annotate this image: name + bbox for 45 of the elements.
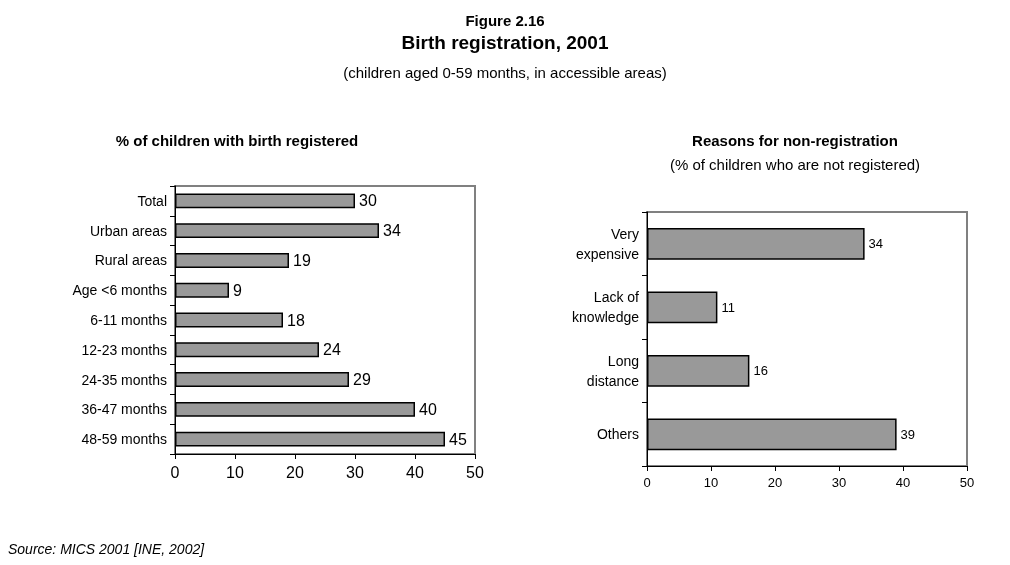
caption: Figure 2.16 bbox=[465, 12, 545, 29]
x-tick-label: 50 bbox=[959, 475, 975, 490]
y-tick-label: Lack of knowledge bbox=[572, 289, 640, 326]
y-tick-label: 36-47 months bbox=[81, 401, 167, 418]
data-label: 19 bbox=[293, 251, 311, 269]
x-tick-label: 30 bbox=[346, 463, 364, 481]
y-tick-label: 48-59 months bbox=[81, 431, 167, 448]
data-label: 16 bbox=[753, 363, 768, 379]
y-tick-label: Age <6 months bbox=[72, 282, 167, 299]
data-label: 40 bbox=[419, 400, 437, 418]
x-tick-label: 40 bbox=[406, 463, 424, 481]
y-tick-label: Urban areas bbox=[89, 222, 167, 239]
text: Birth registration, 2001 bbox=[401, 32, 609, 53]
y-tick-label: Long distance bbox=[586, 352, 640, 389]
data-label: 30 bbox=[359, 192, 377, 210]
y-tick-label: Others bbox=[596, 426, 639, 443]
data-label: 11 bbox=[721, 299, 735, 315]
x-tick-label: 40 bbox=[895, 475, 911, 490]
y-tick-label: 24-35 months bbox=[81, 371, 167, 388]
x-tick-label: 0 bbox=[170, 463, 180, 481]
data-label: 29 bbox=[353, 371, 371, 389]
data-label: 34 bbox=[868, 236, 884, 252]
data-label: 39 bbox=[900, 426, 916, 442]
source-note: Source: MICS 2001 [INE, 2002] bbox=[8, 541, 206, 557]
data-label: 9 bbox=[233, 281, 242, 299]
data-label: 18 bbox=[287, 311, 305, 329]
y-tick-label: Total bbox=[137, 192, 167, 209]
x-tick-label: 10 bbox=[226, 463, 244, 481]
x-tick-label: 20 bbox=[286, 463, 304, 481]
y-tick-label: Rural areas bbox=[94, 252, 167, 269]
x-tick-label: 50 bbox=[466, 463, 484, 481]
y-tick-label: 6-11 months bbox=[90, 312, 167, 328]
y-tick-label: 12-23 months bbox=[81, 341, 167, 358]
x-tick-label: 10 bbox=[703, 475, 719, 490]
text: (children aged 0-59 months, in accessible areas) bbox=[343, 64, 667, 81]
y-tick-label: Very expensive bbox=[575, 225, 640, 262]
data-label: 24 bbox=[323, 341, 341, 359]
x-tick-label: 20 bbox=[767, 475, 783, 490]
chart-title: % of children with birth registered bbox=[115, 132, 359, 149]
chart-subtitle: (% of children who are not registered) bbox=[669, 156, 921, 173]
chart-title: Reasons for non-registration bbox=[692, 132, 898, 149]
data-label: 34 bbox=[383, 222, 401, 240]
x-tick-label: 30 bbox=[831, 475, 847, 490]
data-label: 45 bbox=[449, 430, 467, 448]
x-tick-label: 0 bbox=[643, 475, 651, 490]
